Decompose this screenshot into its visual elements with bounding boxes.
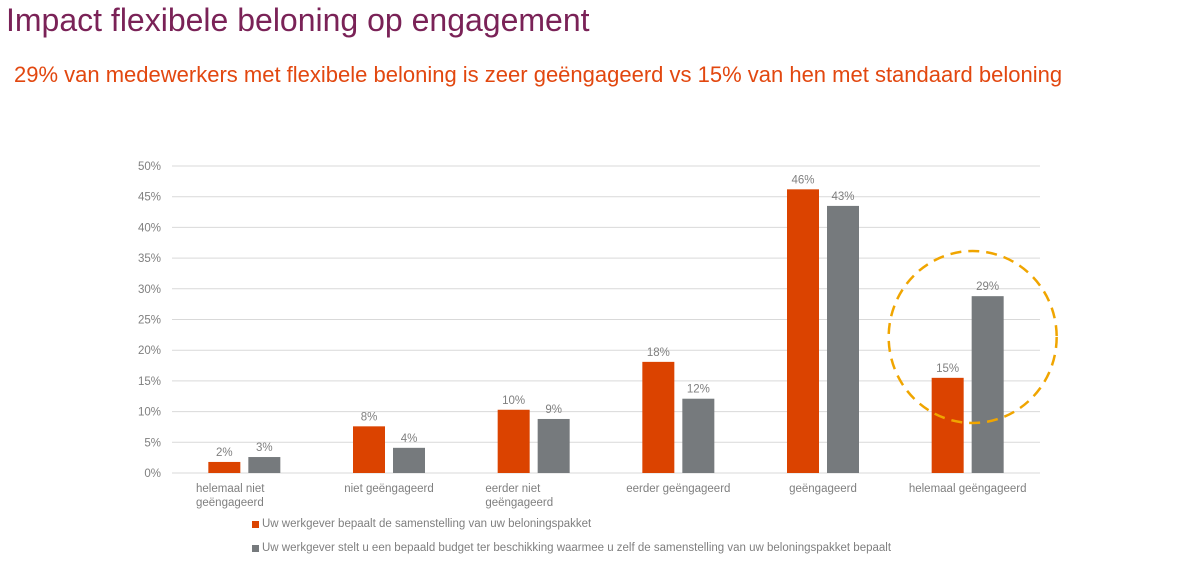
data-label: 18% [647, 347, 670, 359]
category-label: geëngageerd [789, 483, 857, 495]
data-label: 9% [545, 404, 562, 416]
category-label: helemaal niet geëngageerd [196, 483, 265, 509]
bar [971, 296, 1004, 473]
data-label: 10% [502, 395, 525, 407]
data-label: 43% [831, 191, 854, 203]
y-tick-label: 15% [138, 376, 161, 388]
bar [642, 361, 675, 473]
data-label: 46% [791, 174, 814, 186]
slide-title: Impact flexibele beloning op engagement [6, 2, 590, 38]
highlight-circle [887, 249, 1058, 425]
bar [497, 409, 530, 473]
data-label: 3% [256, 442, 273, 454]
y-tick-label: 10% [138, 407, 161, 419]
category-label: eerder niet geëngageerd [485, 483, 553, 509]
data-label: 29% [976, 281, 999, 293]
bar [208, 461, 241, 473]
category-label: helemaal geëngageerd [909, 483, 1027, 495]
legend-label-flexible: Uw werkgever stelt u een bepaald budget … [262, 542, 892, 554]
bar [787, 189, 819, 473]
data-label: 12% [687, 384, 710, 396]
legend-swatch-standard [252, 520, 259, 528]
y-tick-label: 20% [138, 345, 161, 357]
bar [827, 205, 859, 473]
y-tick-label: 50% [138, 161, 161, 173]
data-label: 4% [401, 433, 418, 445]
bar [393, 447, 425, 473]
legend-label-standard: Uw werkgever bepaalt de samenstelling va… [262, 518, 592, 530]
bar [353, 426, 385, 473]
legend-item-flexible: Uw werkgever stelt u een bepaald budget … [252, 542, 891, 554]
y-tick-label: 45% [138, 192, 161, 204]
data-label: 15% [936, 363, 959, 375]
data-label: 8% [361, 411, 378, 423]
legend-item-standard: Uw werkgever bepaalt de samenstelling va… [252, 518, 591, 530]
y-tick-label: 0% [144, 468, 161, 480]
y-tick-label: 25% [138, 315, 161, 327]
y-tick-label: 5% [144, 437, 161, 449]
data-label: 2% [216, 447, 233, 459]
category-label: eerder geëngageerd [626, 483, 730, 495]
bar [537, 418, 570, 473]
bar [931, 377, 964, 473]
legend-swatch-flexible [252, 544, 259, 552]
y-tick-label: 40% [138, 222, 161, 234]
category-label: niet geëngageerd [344, 483, 434, 495]
y-tick-label: 30% [138, 284, 161, 296]
bar [248, 457, 281, 473]
y-tick-label: 35% [138, 253, 161, 265]
slide-subtitle: 29% van medewerkers met flexibele beloni… [14, 62, 1063, 87]
bar [682, 398, 715, 473]
